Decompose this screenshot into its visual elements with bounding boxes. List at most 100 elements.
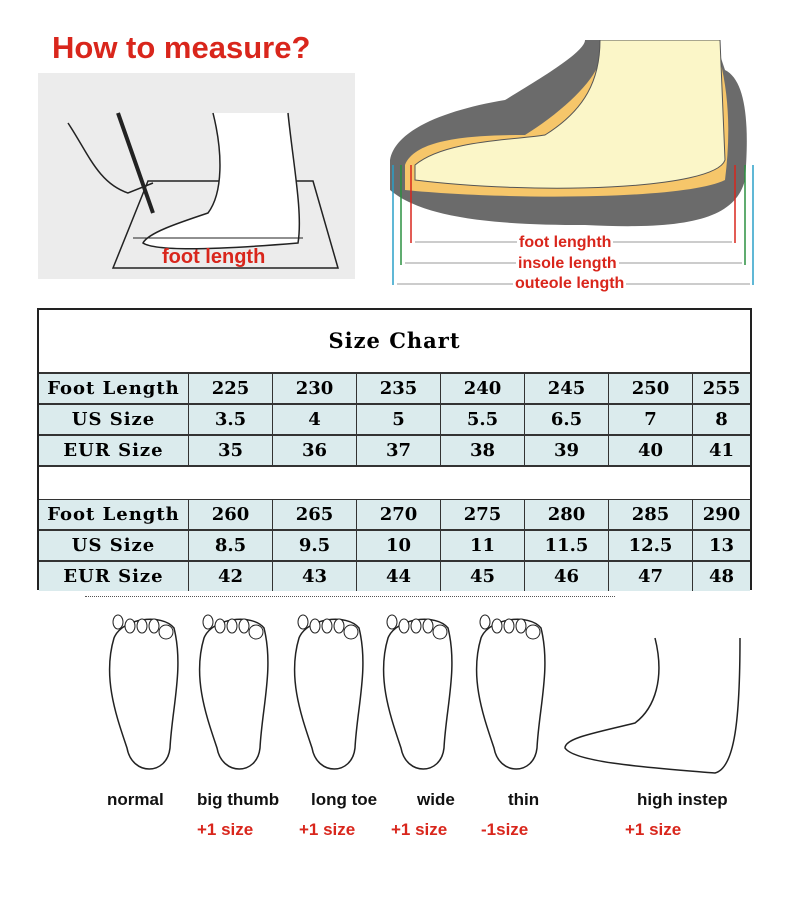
table-cell: 10 [356, 531, 440, 560]
toe-icon [309, 618, 321, 634]
toe-icon [515, 618, 527, 634]
toe-icon [158, 624, 174, 640]
table-cell: 4 [272, 405, 356, 434]
table-row: US Size 8.5 9.5 10 11 11.5 12.5 13 [39, 529, 750, 560]
foot-type-name: normal [107, 790, 164, 809]
table-cell: 260 [188, 500, 272, 529]
table-cell: 12.5 [608, 531, 692, 560]
table-cell: 245 [524, 374, 608, 403]
table-cell: 11.5 [524, 531, 608, 560]
toe-icon [321, 618, 333, 634]
toe-icon [343, 624, 359, 640]
toe-icon [112, 614, 124, 630]
measure-illustration [38, 73, 355, 279]
toe-icon [136, 618, 148, 634]
table-cell: 11 [440, 531, 524, 560]
size-chart-title: Size Chart [328, 328, 461, 353]
table-cell: 46 [524, 562, 608, 591]
table-cell: 280 [524, 500, 608, 529]
how-to-measure-title: How to measure? [52, 30, 311, 65]
table-cell: 37 [356, 436, 440, 465]
foot-length-measure-label: foot lenghth [517, 234, 614, 252]
table-cell: 42 [188, 562, 272, 591]
table-row: EUR Size 42 43 44 45 46 47 48 [39, 560, 750, 591]
size-advice: +1 size [391, 820, 448, 839]
toe-icon [432, 624, 448, 640]
table-row: US Size 3.5 4 5 5.5 6.5 7 8 [39, 403, 750, 434]
high-instep-foot-icon [564, 637, 741, 774]
foot-outline-icon [108, 618, 179, 770]
table-cell: 5.5 [440, 405, 524, 434]
table-cell: 38 [440, 436, 524, 465]
toe-icon [491, 618, 503, 634]
toe-icon [214, 618, 226, 634]
table-row: Foot Length 260 265 270 275 280 285 290 [39, 498, 750, 529]
table-cell: 47 [608, 562, 692, 591]
foot-tracing-icon [67, 112, 339, 269]
size-advice: +1 size [197, 820, 254, 839]
toe-icon [297, 614, 309, 630]
shoe-cross-section-icon [390, 40, 754, 285]
size-chart-table: Size Chart Foot Length 225 230 235 240 245 250… [37, 308, 752, 591]
table-cell: 7 [608, 405, 692, 434]
foot-type-name: wide [417, 790, 455, 809]
row-header: EUR Size [63, 566, 164, 587]
table-cell: 230 [272, 374, 356, 403]
table-cell: 39 [524, 436, 608, 465]
toe-icon [124, 618, 136, 634]
foot-type-name: thin [508, 790, 540, 809]
table-cell: 36 [272, 436, 356, 465]
table-cell: 6.5 [524, 405, 608, 434]
row-header: EUR Size [63, 440, 164, 461]
toe-icon [148, 618, 160, 634]
table-cell: 9.5 [272, 531, 356, 560]
size-advice: -1size [481, 820, 529, 839]
table-cell: 13 [692, 531, 750, 560]
toe-icon [410, 618, 422, 634]
foot-type-name: big thumb [197, 790, 280, 809]
table-cell: 240 [440, 374, 524, 403]
toe-icon [202, 614, 214, 630]
foot-type-name: long toe [311, 790, 378, 809]
toe-icon [226, 618, 238, 634]
toe-icon [238, 618, 250, 634]
foot-types-illustration [108, 614, 741, 774]
table-cell: 3.5 [188, 405, 272, 434]
table-row: Foot Length 225 230 235 240 245 250 255 [39, 372, 750, 403]
table-cell: 40 [608, 436, 692, 465]
toe-icon [422, 618, 434, 634]
table-cell: 41 [692, 436, 750, 465]
table-cell: 285 [608, 500, 692, 529]
table-cell: 48 [692, 562, 750, 591]
table-cell: 265 [272, 500, 356, 529]
toe-icon [248, 624, 264, 640]
row-header: US Size [71, 535, 156, 556]
row-header: Foot Length [47, 504, 180, 525]
outsole-length-label: outeole length [513, 275, 627, 293]
insole-length-label: insole length [516, 255, 619, 273]
table-cell: 235 [356, 374, 440, 403]
table-cell: 225 [188, 374, 272, 403]
foot-outline-icon [382, 618, 453, 770]
size-advice: +1 size [625, 820, 682, 839]
table-cell: 270 [356, 500, 440, 529]
table-row: EUR Size 35 36 37 38 39 40 41 [39, 434, 750, 465]
toe-icon [386, 614, 398, 630]
dotted-divider [85, 596, 615, 597]
foot-outline-icon [293, 618, 364, 770]
table-cell: 45 [440, 562, 524, 591]
size-advice: +1 size [299, 820, 356, 839]
toe-icon [525, 624, 541, 640]
foot-type-name: high instep [637, 790, 728, 809]
toe-icon [503, 618, 515, 634]
foot-outline-icon [198, 618, 269, 770]
row-header: Foot Length [47, 378, 180, 399]
toe-icon [479, 614, 491, 630]
table-cell: 44 [356, 562, 440, 591]
table-separator [39, 465, 750, 499]
table-cell: 250 [608, 374, 692, 403]
foot-length-label: foot length [162, 246, 266, 268]
table-cell: 5 [356, 405, 440, 434]
table-cell: 35 [188, 436, 272, 465]
